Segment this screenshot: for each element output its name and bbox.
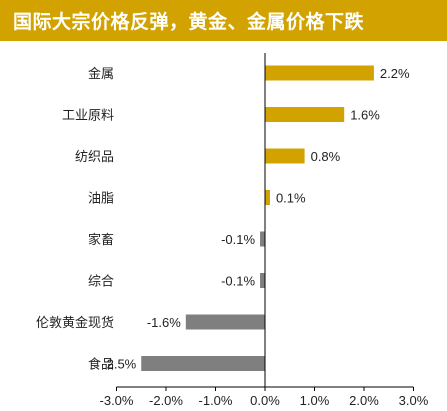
bar-chart: 金属 2.2% 工业原料 1.6% 纺织品 0.8% 油脂 0.1% 家畜 -0.1% 综合 -0.1… bbox=[36, 53, 429, 408]
chart-title: 国际大宗价格反弹，黄金、金属价格下跌 bbox=[0, 0, 447, 41]
category-label: 油脂 bbox=[88, 192, 114, 207]
x-tick-label: 0.0% bbox=[250, 393, 280, 408]
value-label: 0.1% bbox=[276, 191, 306, 206]
x-tick-label: -3.0% bbox=[100, 393, 134, 408]
bar-1 bbox=[265, 107, 345, 122]
category-label: 纺织品 bbox=[75, 150, 114, 165]
bar-2 bbox=[265, 148, 305, 164]
category-label: 伦敦黄金现货 bbox=[36, 315, 114, 331]
category-label: 家畜 bbox=[88, 232, 114, 248]
bar-0 bbox=[265, 65, 374, 81]
value-label: -0.1% bbox=[221, 274, 255, 289]
value-label: 1.6% bbox=[350, 108, 380, 123]
value-label: 2.2% bbox=[380, 66, 410, 81]
bar-6 bbox=[185, 314, 265, 330]
x-axis: -3.0% -2.0% -1.0% 0.0% 1.0% 2.0% 3.0% bbox=[100, 53, 429, 408]
value-label: 2.5% bbox=[107, 357, 137, 372]
bars-layer bbox=[141, 65, 374, 371]
bar-7 bbox=[141, 356, 265, 371]
category-label: 综合 bbox=[88, 275, 114, 290]
bar-5 bbox=[260, 273, 265, 288]
x-tick-label: 1.0% bbox=[300, 393, 330, 408]
x-tick-label: -1.0% bbox=[199, 393, 233, 408]
bar-4 bbox=[260, 231, 265, 247]
value-label: -1.6% bbox=[147, 315, 181, 330]
x-tick-label: 3.0% bbox=[399, 393, 429, 408]
x-tick-label: 2.0% bbox=[349, 393, 379, 408]
labels-layer: 金属 2.2% 工业原料 1.6% 纺织品 0.8% 油脂 0.1% 家畜 -0.1% 综合 -0.1… bbox=[36, 66, 410, 373]
value-label: 0.8% bbox=[311, 149, 341, 164]
category-label: 食品 bbox=[88, 357, 114, 373]
category-label: 工业原料 bbox=[62, 109, 114, 124]
bar-3 bbox=[265, 190, 270, 205]
value-label: -0.1% bbox=[221, 232, 255, 247]
x-tick-label: -2.0% bbox=[149, 393, 183, 408]
category-label: 金属 bbox=[88, 66, 114, 82]
